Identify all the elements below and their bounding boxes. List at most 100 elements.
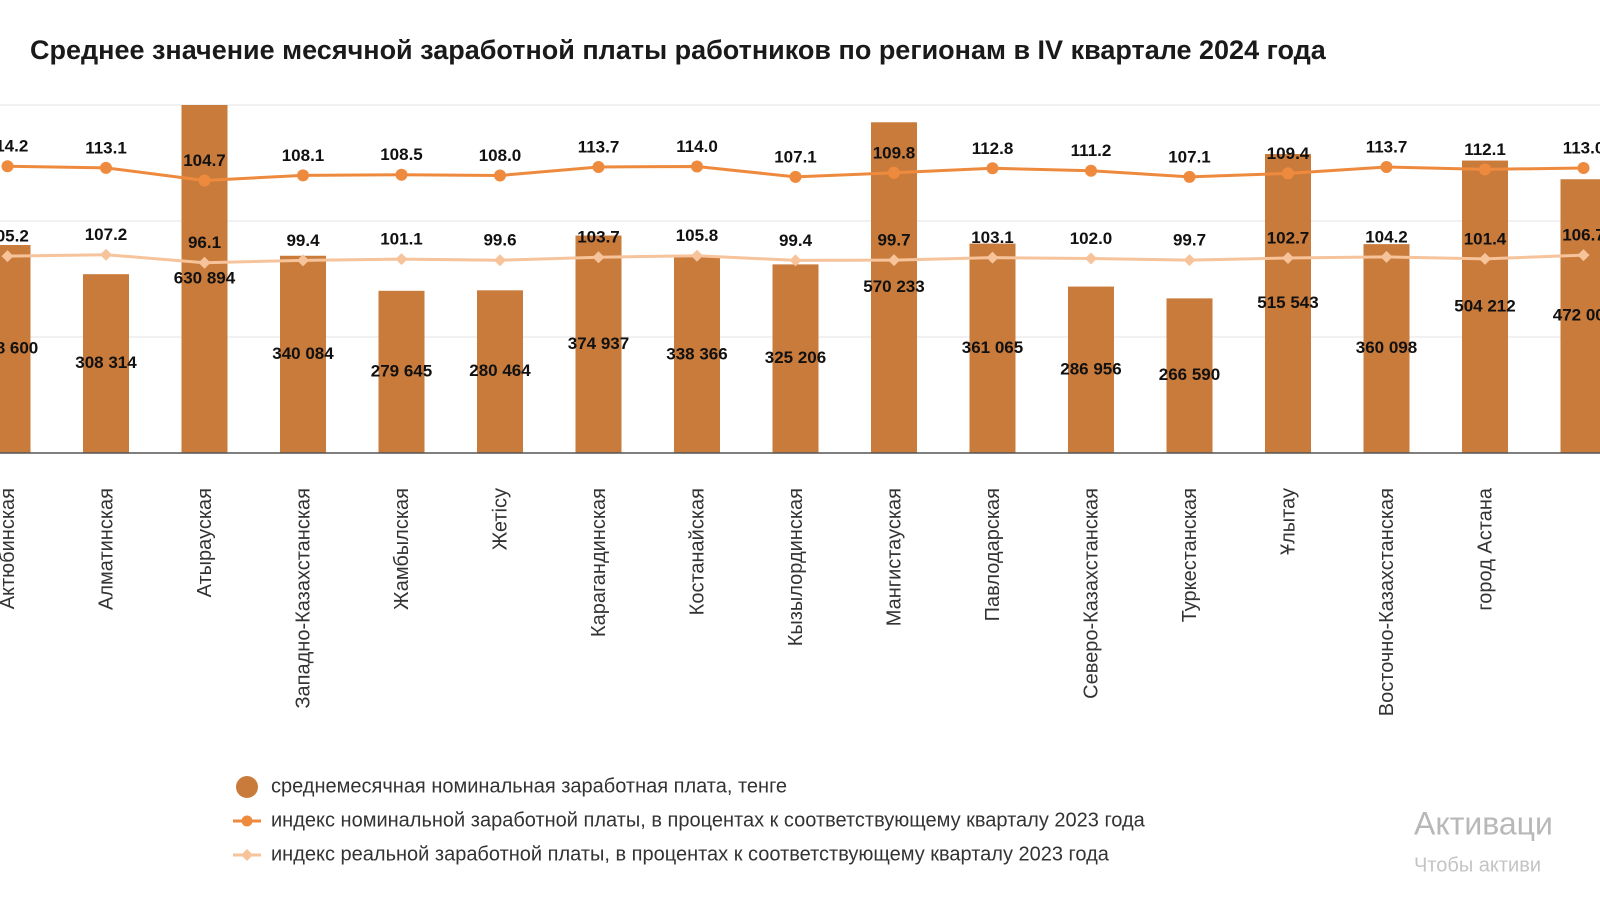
line-value-label: 109.8 [873, 143, 916, 162]
line-value-label: 107.1 [774, 147, 817, 166]
line-point [986, 162, 999, 175]
line-value-label: 113.7 [1366, 137, 1408, 156]
line-value-label: 103.1 [971, 228, 1014, 247]
line-value-label: 99.6 [483, 231, 516, 250]
line-point [1380, 250, 1393, 263]
line-point [1282, 167, 1294, 180]
bar [280, 255, 326, 453]
line-point [297, 254, 309, 267]
bar [0, 245, 31, 453]
legend: среднемесячная номинальная заработная пл… [233, 775, 1146, 865]
x-tick-label: Алматинская [95, 488, 117, 610]
line-value-label: 104.7 [183, 151, 226, 170]
x-tick-label: Атырауская [194, 488, 216, 597]
line-value-label: 108.5 [380, 145, 423, 164]
line-point [789, 254, 802, 267]
line-point [1479, 163, 1491, 176]
line-point [691, 249, 703, 262]
x-tick-label: Карагандинская [588, 488, 610, 637]
bar-value-label: 630 894 [174, 268, 236, 287]
line-point [986, 251, 999, 264]
watermark-title: Активаци [1414, 805, 1553, 841]
bar-value-label: 570 233 [863, 277, 924, 296]
line-value-label: 107.1 [1168, 147, 1211, 166]
line-point [1380, 160, 1393, 173]
line-value-label: 99.4 [779, 231, 813, 250]
line-point [1577, 162, 1590, 174]
bar [1068, 286, 1114, 453]
labels: 358 600 308 314 630 894 340 084 279 645 280 4… [0, 137, 1600, 384]
bar [674, 256, 720, 453]
line-point [297, 169, 309, 182]
line-value-label: 114.2 [0, 137, 28, 156]
line-point [1282, 251, 1294, 264]
bar [969, 243, 1016, 453]
line-point [198, 174, 211, 187]
categories: Актюбинская Алматинская Атырауская Западно-… [0, 487, 1496, 716]
line-point [1479, 252, 1491, 265]
line-point [1, 160, 14, 173]
bar-value-label: 279 645 [371, 361, 432, 380]
line-value-label: 113.0 [1563, 138, 1600, 157]
bar-value-label: 515 543 [1257, 293, 1318, 312]
legend-marker [241, 815, 253, 827]
line-point [592, 160, 605, 173]
line-value-label: 104.2 [1365, 227, 1408, 246]
line-point [1085, 164, 1097, 177]
x-tick-label: Кызылординская [785, 488, 807, 646]
bar [575, 235, 622, 453]
line-value-label: 102.7 [1267, 228, 1310, 247]
bar-value-label: 504 212 [1454, 296, 1515, 315]
bar-value-label: 280 464 [469, 361, 531, 380]
bar [181, 105, 228, 453]
x-tick-label: Восточно-Казахстанская [1376, 488, 1398, 716]
lines [1, 160, 1590, 269]
legend-marker [241, 849, 253, 861]
bar-value-label: 340 084 [272, 344, 334, 363]
line-point [1183, 254, 1196, 267]
bar [83, 274, 129, 453]
line-point [100, 161, 112, 174]
bar-value-label: 472 000 [1553, 306, 1600, 325]
bar-value-label: 325 206 [765, 348, 826, 367]
legend-label: среднемесячная номинальная заработная пл… [271, 775, 787, 797]
line-value-label: 107.2 [85, 225, 128, 244]
bar-value-label: 308 314 [75, 353, 137, 372]
line-value-label: 99.4 [286, 231, 320, 250]
line-point [198, 256, 211, 269]
bar [1462, 160, 1508, 453]
line-value-label: 109.4 [1267, 144, 1310, 163]
watermark-subtitle: Чтобы активи [1414, 854, 1541, 876]
bar [1560, 179, 1600, 453]
line-point [1085, 252, 1097, 265]
line-point [494, 254, 506, 267]
x-tick-label: Жамбылская [391, 488, 413, 610]
x-tick-label: город Астана [1474, 487, 1496, 610]
bars [0, 105, 1600, 453]
bar [477, 290, 523, 453]
bar [1363, 244, 1410, 453]
line-value-label: 108.1 [282, 146, 325, 165]
bar [772, 264, 819, 453]
bar-value-label: 266 590 [1159, 365, 1220, 384]
line-point [395, 253, 408, 266]
x-tick-label: Жетісу [489, 488, 511, 550]
line-value-label: 102.0 [1070, 229, 1113, 248]
x-tick-label: Павлодарская [982, 488, 1004, 621]
line-value-label: 103.7 [577, 228, 620, 247]
x-tick-label: Костанайская [686, 488, 708, 615]
line-value-label: 101.4 [1464, 229, 1507, 248]
x-tick-label: Ұлытау [1277, 488, 1299, 555]
line-value-label: 112.8 [972, 139, 1014, 158]
bar [1265, 153, 1311, 453]
line-point [1183, 170, 1196, 183]
line-point [888, 254, 900, 267]
line-point [1, 250, 14, 263]
bar-value-label: 358 600 [0, 338, 38, 357]
line-point [100, 248, 112, 261]
bar-value-label: 338 366 [666, 344, 727, 363]
legend-label: индекс реальной заработной платы, в проц… [271, 843, 1110, 865]
bar-value-label: 374 937 [568, 334, 629, 353]
